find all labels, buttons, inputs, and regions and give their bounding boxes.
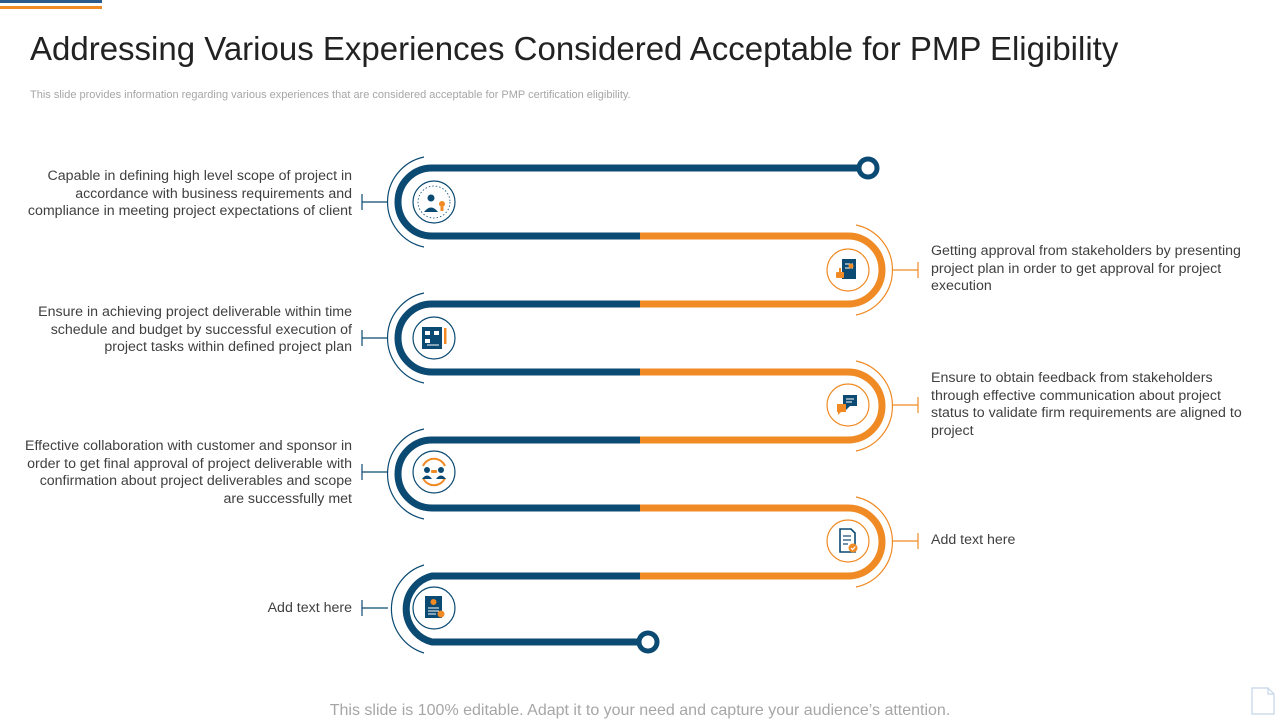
track-end-cap-top	[856, 156, 880, 180]
certificate-icon	[412, 586, 456, 630]
step-6-text: Add text here	[931, 532, 1016, 548]
collaboration-people-icon	[412, 450, 456, 494]
project-plan-board-icon	[412, 316, 456, 360]
connector-7	[361, 600, 388, 616]
checked-document-icon	[826, 519, 870, 563]
approval-document-icon	[826, 248, 870, 292]
connector-5	[361, 464, 388, 480]
slide-subtitle: This slide provides information regardin…	[30, 89, 631, 101]
connector-1	[361, 194, 388, 210]
track-bend-3	[394, 300, 640, 376]
connector-6	[892, 533, 919, 549]
track-end-cap-bottom	[636, 630, 660, 654]
step-1-text: Capable in defining high level scope of …	[27, 168, 352, 220]
track-bend-1	[394, 164, 640, 240]
outer-arc-5	[387, 428, 425, 520]
outer-arc-6	[855, 496, 893, 588]
top-accent-bar-orange	[0, 6, 102, 9]
track-bend-4	[640, 368, 886, 444]
connector-2	[892, 262, 919, 278]
top-accent-bar-blue	[0, 0, 102, 3]
user-idea-icon	[412, 180, 456, 224]
connector-3	[361, 330, 388, 346]
step-5-text: Effective collaboration with customer an…	[24, 438, 352, 507]
track-bend-2	[640, 232, 886, 308]
step-2-text: Getting approval from stakeholders by pr…	[931, 243, 1241, 295]
step-4-text: Ensure to obtain feedback from stakehold…	[931, 370, 1242, 439]
slide-footer: This slide is 100% editable. Adapt it to…	[329, 702, 951, 719]
page-corner-icon	[1251, 687, 1275, 715]
feedback-chat-icon	[826, 383, 870, 427]
connector-4	[892, 397, 919, 413]
step-3-text: Ensure in achieving project deliverable …	[38, 304, 352, 356]
track-bend-5	[394, 436, 640, 512]
outer-arc-7	[390, 564, 425, 654]
outer-arc-4	[855, 360, 893, 452]
track-bend-6	[640, 504, 886, 580]
step-7-text: Add text here	[267, 600, 352, 616]
track-bend-7	[402, 572, 640, 646]
slide-title: Addressing Various Experiences Considere…	[30, 30, 1119, 67]
